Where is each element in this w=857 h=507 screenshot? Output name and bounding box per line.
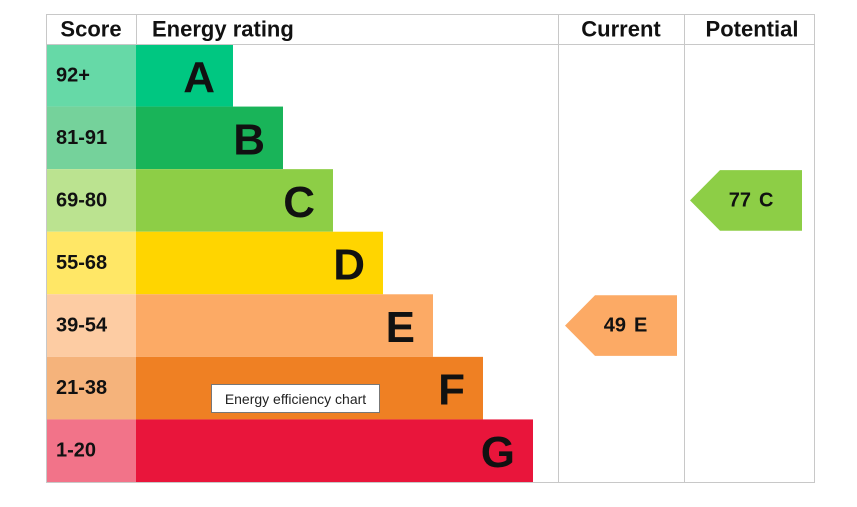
score-cell <box>46 44 136 107</box>
potential-arrow <box>690 170 802 231</box>
potential-letter: C <box>759 189 773 211</box>
score-cell <box>46 231 136 295</box>
current-arrow <box>565 295 677 356</box>
rating-bar <box>136 294 433 357</box>
header-score: Score <box>60 17 121 42</box>
current-letter: E <box>634 315 647 337</box>
score-cell <box>46 356 136 420</box>
rating-bar <box>136 231 383 295</box>
rating-letter: F <box>438 366 465 415</box>
chart-body: 92+ A 81-91 B 69-80 C 55-68 D 39-54 E 21-38 F 1-20 G 4… <box>46 44 802 482</box>
score-label: 1-20 <box>56 440 96 462</box>
rating-letter: C <box>283 178 315 227</box>
score-label: 81-91 <box>56 127 107 149</box>
frame <box>46 14 815 483</box>
score-cell <box>46 169 136 232</box>
score-cell <box>46 106 136 170</box>
score-label: 69-80 <box>56 189 107 211</box>
header-current: Current <box>581 17 661 42</box>
score-cell <box>46 419 136 482</box>
rating-bar <box>136 169 333 232</box>
potential-value: 77 <box>729 189 751 211</box>
rating-letter: D <box>333 241 365 290</box>
rating-letter: A <box>183 53 215 102</box>
score-label: 55-68 <box>56 252 107 274</box>
current-value: 49 <box>604 315 626 337</box>
tooltip-text: Energy efficiency chart <box>225 391 366 407</box>
header-rating: Energy rating <box>152 17 294 42</box>
rating-letter: B <box>233 115 265 164</box>
tooltip-box <box>211 384 380 413</box>
score-label: 21-38 <box>56 377 107 399</box>
header-potential: Potential <box>706 17 799 42</box>
score-label: 39-54 <box>56 315 108 337</box>
tooltip: Energy efficiency chart <box>211 384 380 413</box>
score-cell <box>46 294 136 357</box>
table-borders <box>46 14 815 483</box>
rating-bar <box>136 106 283 170</box>
rating-bar <box>136 419 533 482</box>
rating-letter: E <box>386 303 415 352</box>
rating-bar <box>136 44 233 107</box>
rating-letter: G <box>481 428 515 477</box>
score-label: 92+ <box>56 64 90 86</box>
